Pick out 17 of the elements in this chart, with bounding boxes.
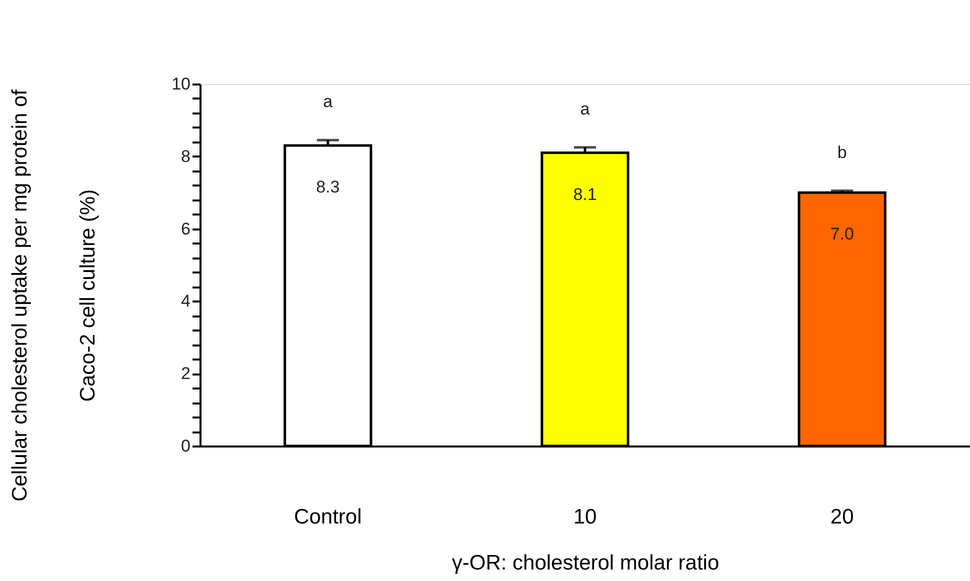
annotation: a [323, 92, 334, 112]
data-label: 8.1 [573, 184, 597, 204]
data-label: 8.3 [316, 178, 340, 197]
x-axis-title: γ-OR: cholesterol molar ratio [452, 552, 720, 574]
y-tick-label: 6 [181, 219, 190, 238]
y-tick-label: 2 [181, 364, 190, 384]
y-tick-label: 10 [172, 74, 190, 94]
y-tick-label: 0 [181, 436, 190, 456]
text: Cellular cholesterol uptake per mg protein of Caco-2 cell culture (%) [8, 89, 100, 502]
x-tick-label: Control [294, 506, 362, 528]
y-tick-label: 4 [181, 292, 190, 311]
annotation: a [580, 99, 590, 118]
x-tick-label: 10 [573, 506, 597, 528]
x-tick-label: 20 [830, 506, 854, 528]
annotation: b [837, 142, 847, 162]
y-tick-label: 8 [181, 146, 190, 166]
data-label: 7.0 [830, 224, 854, 244]
